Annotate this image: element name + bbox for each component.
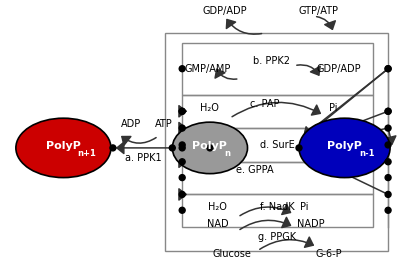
Circle shape	[385, 108, 391, 114]
Text: d. SurE: d. SurE	[260, 140, 294, 150]
Text: Pi: Pi	[329, 103, 338, 113]
FancyArrowPatch shape	[179, 106, 186, 117]
Ellipse shape	[299, 118, 390, 177]
Text: ATP: ATP	[154, 119, 172, 129]
FancyArrowPatch shape	[179, 156, 186, 167]
Text: n-1: n-1	[359, 149, 374, 158]
FancyArrowPatch shape	[305, 145, 385, 161]
FancyArrowPatch shape	[215, 69, 237, 79]
FancyArrowPatch shape	[240, 205, 290, 216]
Circle shape	[179, 175, 185, 181]
Text: PolyP: PolyP	[327, 141, 362, 151]
Text: e. GPPA: e. GPPA	[236, 165, 273, 175]
Bar	[182, 95, 373, 128]
FancyArrowPatch shape	[305, 112, 386, 145]
FancyArrowPatch shape	[304, 70, 386, 137]
Circle shape	[385, 125, 391, 131]
FancyArrowPatch shape	[304, 152, 386, 193]
Circle shape	[385, 142, 391, 148]
Circle shape	[296, 145, 302, 151]
Circle shape	[207, 145, 213, 151]
FancyArrowPatch shape	[122, 137, 156, 145]
FancyArrowPatch shape	[232, 102, 320, 117]
Circle shape	[110, 145, 116, 151]
FancyArrowPatch shape	[179, 123, 186, 134]
Text: c. PAP: c. PAP	[250, 99, 279, 109]
FancyArrowPatch shape	[260, 237, 313, 249]
Bar	[182, 162, 373, 194]
FancyArrowPatch shape	[117, 142, 170, 153]
FancyArrowPatch shape	[297, 65, 320, 75]
Circle shape	[179, 66, 185, 72]
Text: g. PPGK: g. PPGK	[258, 232, 296, 242]
Ellipse shape	[16, 118, 111, 177]
Text: ADP: ADP	[120, 119, 141, 129]
Circle shape	[179, 142, 185, 148]
Text: n+1: n+1	[78, 149, 96, 158]
FancyArrowPatch shape	[304, 70, 386, 136]
Circle shape	[385, 192, 391, 197]
Bar	[182, 128, 373, 162]
Text: GDP/ADP: GDP/ADP	[202, 6, 247, 16]
Circle shape	[385, 207, 391, 213]
Text: PolyP: PolyP	[192, 141, 227, 151]
Circle shape	[179, 207, 185, 213]
Text: Glucose: Glucose	[212, 249, 251, 259]
Bar	[182, 194, 373, 227]
Text: a. PPK1: a. PPK1	[125, 153, 162, 163]
Text: b. PPK2: b. PPK2	[253, 56, 290, 66]
FancyArrowPatch shape	[226, 20, 262, 34]
Circle shape	[169, 145, 175, 151]
Circle shape	[179, 192, 185, 197]
Circle shape	[385, 159, 391, 165]
Text: PolyP: PolyP	[46, 141, 81, 151]
Text: GTP/ATP: GTP/ATP	[299, 6, 339, 16]
Text: H₂O: H₂O	[208, 202, 227, 212]
Circle shape	[385, 108, 391, 114]
Circle shape	[179, 159, 185, 165]
FancyArrowPatch shape	[240, 217, 290, 230]
Text: G-6-P: G-6-P	[315, 249, 342, 259]
Bar	[165, 33, 388, 251]
Ellipse shape	[172, 122, 248, 174]
Text: f. NadK: f. NadK	[260, 202, 294, 212]
Text: Pi: Pi	[300, 202, 308, 212]
Text: GDP/ADP: GDP/ADP	[316, 64, 361, 74]
FancyArrowPatch shape	[385, 131, 396, 144]
Circle shape	[179, 145, 185, 151]
Circle shape	[179, 125, 185, 131]
Text: GMP/AMP: GMP/AMP	[185, 64, 231, 74]
Bar	[182, 43, 373, 95]
Text: NAD: NAD	[207, 219, 229, 229]
Circle shape	[385, 175, 391, 181]
Circle shape	[385, 66, 391, 72]
Text: NADP: NADP	[297, 219, 325, 229]
Text: n: n	[224, 149, 230, 158]
Circle shape	[179, 108, 185, 114]
FancyArrowPatch shape	[305, 129, 385, 149]
Circle shape	[179, 108, 185, 114]
FancyArrowPatch shape	[179, 189, 186, 200]
Circle shape	[385, 66, 391, 72]
FancyArrowPatch shape	[316, 17, 335, 29]
Text: H₂O: H₂O	[200, 103, 219, 113]
